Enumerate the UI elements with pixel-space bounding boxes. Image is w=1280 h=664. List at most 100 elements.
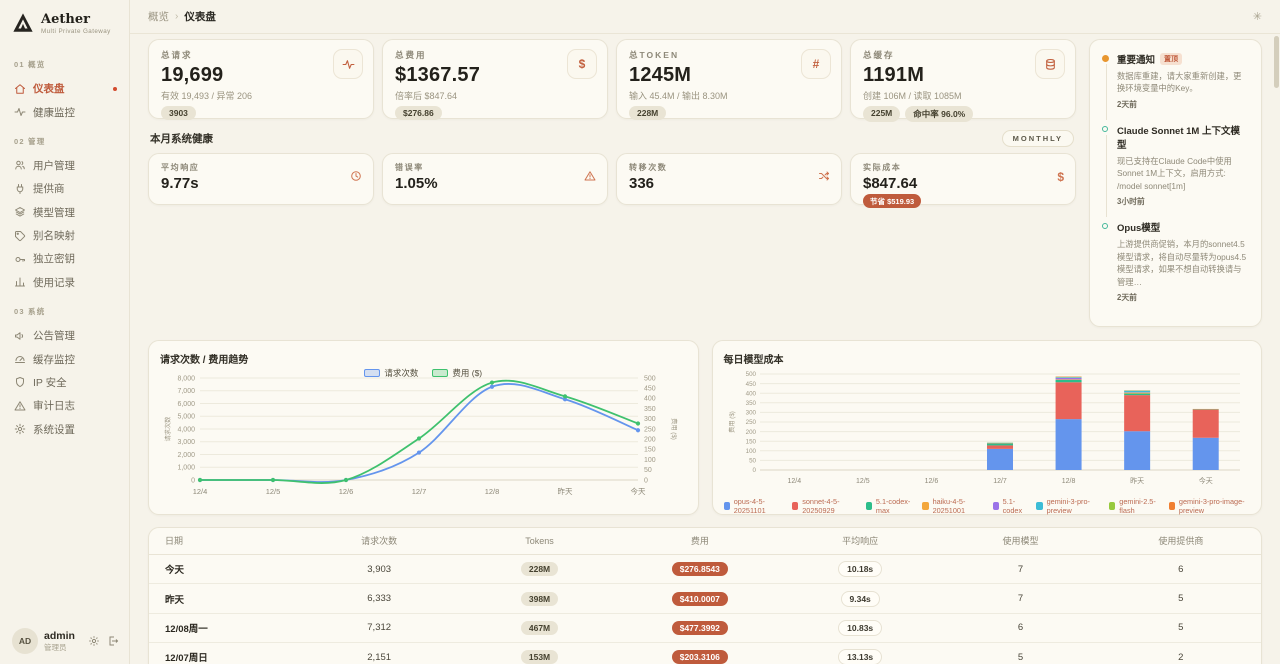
sidebar-item-label: 健康监控 xyxy=(33,106,75,119)
cost-badge: $410.0007 xyxy=(671,591,728,606)
sidebar-item-api-keys[interactable]: 独立密钥 xyxy=(12,247,119,270)
sidebar-item-label: 仪表盘 xyxy=(33,83,65,96)
legend-item[interactable]: haiku-4-5-20251001 xyxy=(922,497,983,515)
notification-title: 重要通知 xyxy=(1117,55,1156,66)
notification-title: Claude Sonnet 1M 上下文模型 xyxy=(1117,125,1240,151)
stat-subtext: 有效 19,493 / 异常 206 xyxy=(161,91,253,101)
pulse-icon xyxy=(14,106,26,118)
health-card: 错误率 1.05% xyxy=(382,153,608,205)
cell-requests: 7,312 xyxy=(367,622,392,634)
sparkle-icon[interactable]: ✳ xyxy=(1252,11,1262,23)
legend-item[interactable]: sonnet-4-5-20250929 xyxy=(791,496,857,515)
legend-item[interactable]: opus-4-5-20251101 xyxy=(723,497,783,515)
svg-text:150: 150 xyxy=(644,447,656,454)
svg-text:0: 0 xyxy=(752,467,756,474)
tokens-badge: 398M xyxy=(520,591,559,606)
notification-item[interactable]: 重要通知 置顶 数据库重建，请大家重新创建，更换环境变量中的Key。 2天前 xyxy=(1102,52,1249,120)
svg-text:50: 50 xyxy=(644,467,652,474)
sidebar-item-audit-logs[interactable]: 审计日志 xyxy=(12,394,119,417)
legend-item[interactable]: gemini-3-pro-preview xyxy=(1036,497,1100,515)
svg-text:12/8: 12/8 xyxy=(485,487,500,496)
cell-cost: $477.3992 xyxy=(620,620,780,635)
cell-models: 7 xyxy=(1017,593,1024,605)
scrollbar[interactable] xyxy=(1274,36,1279,656)
monthly-badge: MONTHLY xyxy=(1001,130,1074,147)
notification-body: 现已支持在Claude Code中使用Sonnet 1M上下文，启用方式: /m… xyxy=(1117,155,1232,191)
legend-swatch xyxy=(364,368,381,377)
clock-icon xyxy=(350,170,362,185)
sidebar-item-cache-monitor[interactable]: 缓存监控 xyxy=(12,347,119,370)
breadcrumb-separator-icon: › xyxy=(175,11,179,22)
legend-item[interactable]: gemini-3-pro-image-preview xyxy=(1168,497,1250,515)
legend-label: haiku-4-5-20251001 xyxy=(932,496,966,515)
home-icon xyxy=(14,83,26,95)
settings-gear-icon[interactable] xyxy=(88,635,100,647)
scrollbar-thumb[interactable] xyxy=(1274,36,1279,88)
sidebar-item-dashboard[interactable]: 仪表盘 xyxy=(12,77,119,100)
notification-body: 上游提供商促销，本月的sonnet4.5模型请求，将自动尽量转为opus4.5模… xyxy=(1117,239,1247,287)
notification-item[interactable]: Opus模型 上游提供商促销，本月的sonnet4.5模型请求，将自动尽量转为op… xyxy=(1102,220,1249,303)
sidebar-item-settings[interactable]: 系统设置 xyxy=(12,418,119,441)
timeline-dot-icon xyxy=(1102,55,1109,62)
bar-chart-legend: opus-4-5-20251101 sonnet-4-5-20250929 5.1-… xyxy=(723,496,1251,515)
legend-label: sonnet-4-5-20250929 xyxy=(802,496,840,515)
svg-text:250: 250 xyxy=(745,419,756,426)
logo-icon xyxy=(12,12,34,37)
table-row: 昨天 6,333 398M $410.0007 9.34s 7 5 xyxy=(149,584,1261,614)
stat-card: 总TOKEN #1245M 输入 45.4M / 输出 8.30M 228M xyxy=(616,39,842,120)
svg-text:12/5: 12/5 xyxy=(266,487,281,496)
svg-text:5,000: 5,000 xyxy=(177,413,195,420)
legend-item[interactable]: 请求次数 xyxy=(364,367,418,379)
breadcrumb-root[interactable]: 概览 xyxy=(148,11,169,23)
table-row: 12/07周日 2,151 153M $203.3106 13.13s 5 2 xyxy=(149,643,1261,664)
svg-text:300: 300 xyxy=(745,410,756,417)
legend-item[interactable]: 5.1-codex-max xyxy=(865,497,914,515)
bar-chart: 0 50 100 150 200 250 300 350 400 450 500 费用 ($) 12/4… xyxy=(728,371,1240,485)
stat-badges: 3903 xyxy=(161,106,361,120)
svg-text:12/6: 12/6 xyxy=(924,478,938,485)
gear-icon xyxy=(14,423,26,435)
sidebar-item-health-monitor[interactable]: 健康监控 xyxy=(12,100,119,123)
stat-subtext: 输入 45.4M / 输出 8.30M xyxy=(629,91,728,101)
sidebar-item-users[interactable]: 用户管理 xyxy=(12,154,119,177)
legend-swatch xyxy=(865,501,872,510)
layers-icon xyxy=(14,206,26,218)
cell-date: 今天 xyxy=(165,565,185,577)
legend-swatch xyxy=(432,368,449,377)
svg-text:200: 200 xyxy=(644,436,656,443)
sidebar-item-ip-security[interactable]: IP 安全 xyxy=(12,371,119,394)
legend-item[interactable]: gemini-2.5-flash xyxy=(1109,497,1160,515)
logout-icon[interactable] xyxy=(107,635,119,647)
timeline-dot-icon xyxy=(1102,223,1108,230)
svg-text:12/5: 12/5 xyxy=(856,478,870,485)
stat-value: $1367.57 xyxy=(395,64,481,86)
health-card: 平均响应 9.77s xyxy=(148,153,374,205)
legend-item[interactable]: 费用 ($) xyxy=(432,367,482,379)
sidebar-item-usage-logs[interactable]: 使用记录 xyxy=(12,271,119,294)
plug-icon xyxy=(14,183,26,195)
notifications-panel: 重要通知 置顶 数据库重建，请大家重新创建，更换环境变量中的Key。 2天前 Claud… xyxy=(1089,39,1262,327)
cell-providers: 2 xyxy=(1178,651,1184,663)
cell-models: 5 xyxy=(1017,651,1024,663)
sidebar-item-announcements[interactable]: 公告管理 xyxy=(12,324,119,347)
svg-text:350: 350 xyxy=(644,406,656,413)
latency-badge: 9.34s xyxy=(840,590,880,607)
sidebar-item-alias-mapping[interactable]: 别名映射 xyxy=(12,224,119,247)
cell-cost: $203.3106 xyxy=(620,650,780,664)
health-label: 平均响应 xyxy=(161,163,200,172)
stat-subtext: 创建 106M / 读取 1085M xyxy=(863,91,962,101)
column-header: Tokens xyxy=(525,535,554,546)
svg-text:12/7: 12/7 xyxy=(993,478,1007,485)
health-value: $847.64 xyxy=(863,175,918,192)
stat-value: 1245M xyxy=(629,64,692,86)
key-icon xyxy=(14,253,26,265)
sidebar-item-providers[interactable]: 提供商 xyxy=(12,177,119,200)
svg-text:6,000: 6,000 xyxy=(177,401,195,408)
svg-text:8,000: 8,000 xyxy=(177,375,195,382)
nav-section: 02 管理 用户管理 提供商 模型管理 别名映射 独立密钥 使用记录 xyxy=(12,136,119,294)
notification-item[interactable]: Claude Sonnet 1M 上下文模型现已支持在Claude Code中使… xyxy=(1102,123,1249,218)
sidebar-item-models[interactable]: 模型管理 xyxy=(12,201,119,224)
tokens-badge: 153M xyxy=(520,650,559,664)
legend-item[interactable]: 5.1-codex xyxy=(992,497,1028,515)
svg-text:昨天: 昨天 xyxy=(1130,476,1144,485)
